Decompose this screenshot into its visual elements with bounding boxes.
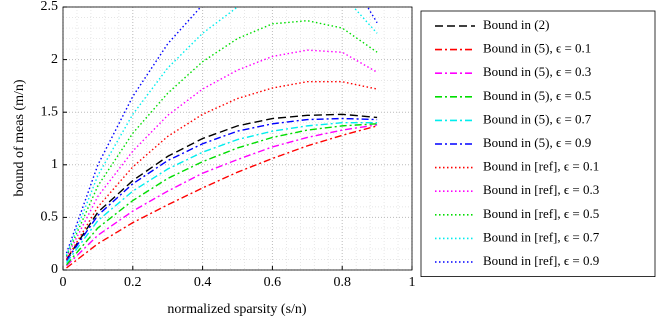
plot-frame <box>62 6 413 271</box>
y-tick-label: 0.5 <box>41 210 59 225</box>
y-tick-label: 2.5 <box>41 0 59 14</box>
x-tick-label: 1 <box>409 275 416 290</box>
legend-label: Bound in (5), ϵ = 0.9 <box>483 135 591 150</box>
data-line <box>66 125 378 269</box>
x-tick-label: 0.6 <box>264 275 282 290</box>
y-tick-label: 2 <box>51 52 58 67</box>
data-line <box>65 117 378 261</box>
data-line <box>65 123 378 266</box>
legend-label: Bound in [ref], ϵ = 0.7 <box>483 229 600 244</box>
x-tick-label: 0.4 <box>194 275 212 290</box>
legend-label: Bound in (5), ϵ = 0.1 <box>483 41 591 56</box>
x-tick-label: 0.8 <box>333 275 351 290</box>
x-tick-label: 0.2 <box>124 275 142 290</box>
data-line <box>65 7 378 254</box>
legend-label: Bound in [ref], ϵ = 0.5 <box>483 206 599 221</box>
legend-label: Bound in (5), ϵ = 0.3 <box>483 64 591 79</box>
y-tick-label: 1 <box>51 157 58 172</box>
plot-area <box>63 7 412 270</box>
data-line <box>65 7 378 256</box>
legend-label: Bound in [ref], ϵ = 0.1 <box>483 159 599 174</box>
x-tick-label: 0 <box>60 275 67 290</box>
legend-label: Bound in (2) <box>483 17 549 32</box>
data-line <box>65 80 378 260</box>
legend-label: Bound in (5), ϵ = 0.5 <box>483 88 591 103</box>
x-axis-label: normalized sparsity (s/n) <box>167 302 307 317</box>
y-tick-label: 1.5 <box>41 104 59 119</box>
legend-label: Bound in [ref], ϵ = 0.9 <box>483 253 599 268</box>
legend-label: Bound in [ref], ϵ = 0.3 <box>483 182 599 197</box>
y-tick-label: 0 <box>51 262 58 277</box>
data-line <box>65 122 378 264</box>
legend-label: Bound in (5), ϵ = 0.7 <box>483 111 592 126</box>
plot-lines <box>65 7 378 269</box>
y-axis-label: bound of meas (m/n) <box>12 79 27 196</box>
data-line <box>65 49 378 258</box>
data-line <box>65 19 378 257</box>
data-line <box>65 113 378 260</box>
data-line <box>66 124 378 267</box>
